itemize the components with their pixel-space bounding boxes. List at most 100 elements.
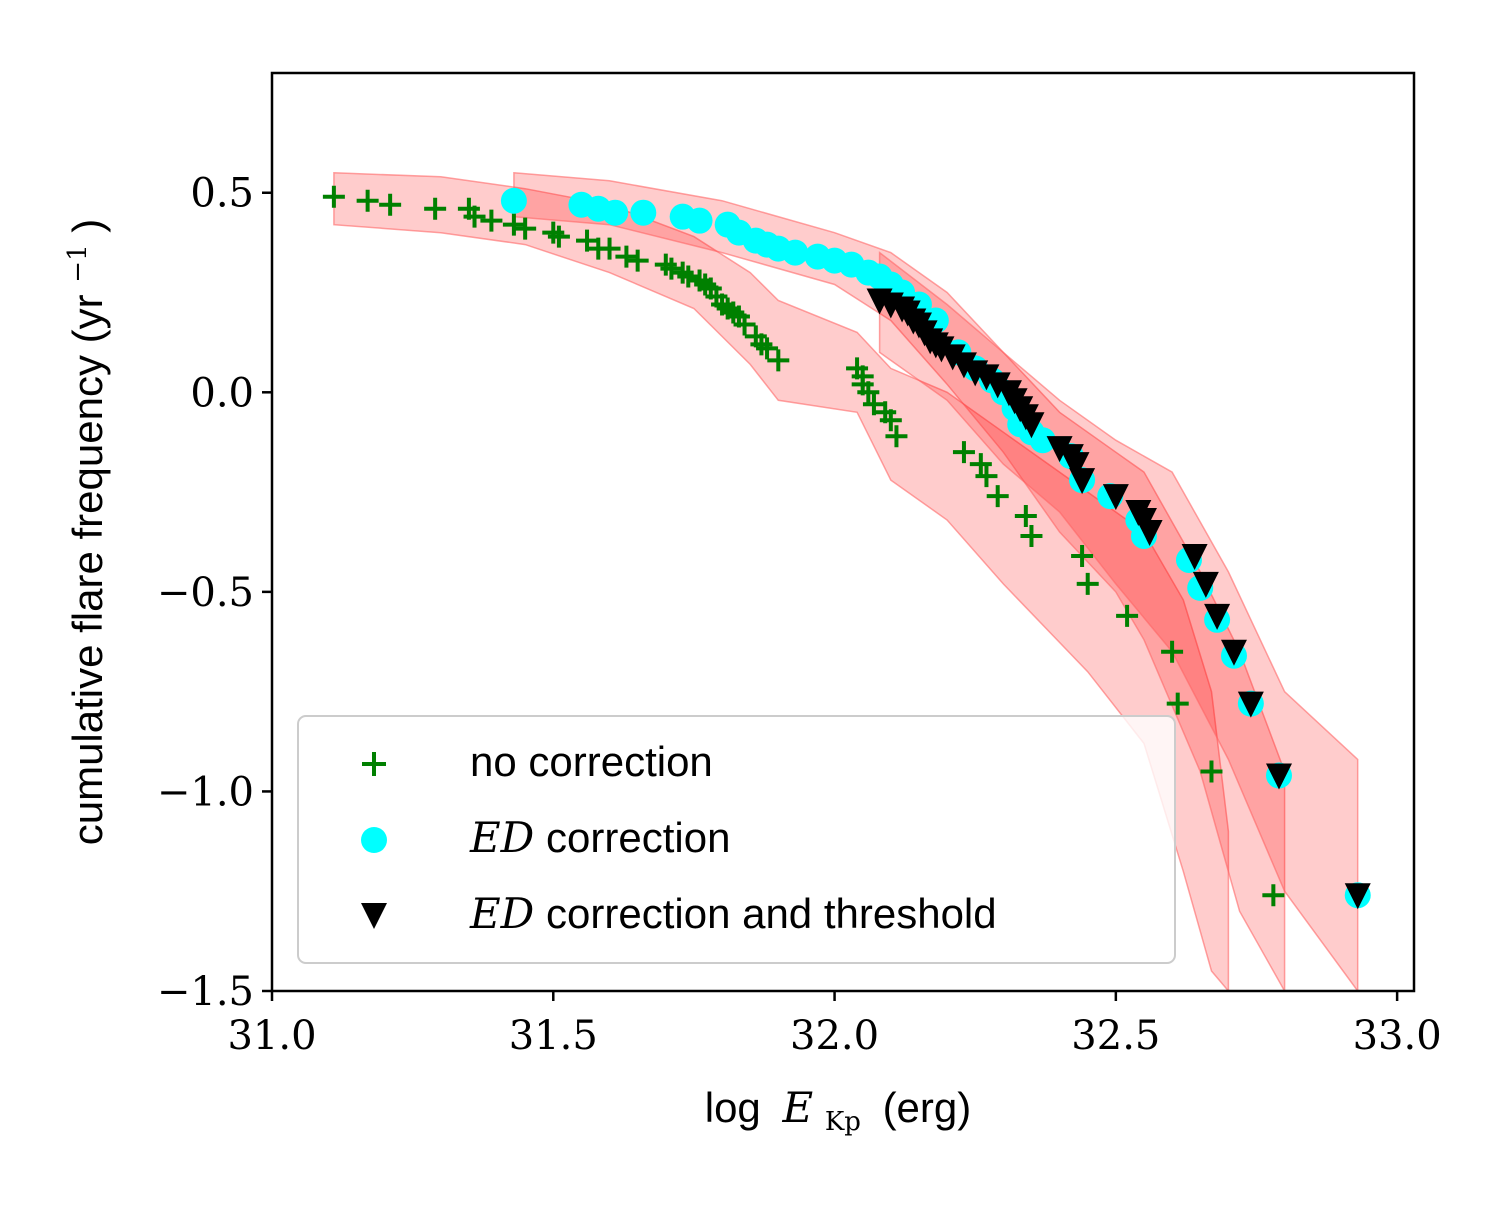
legend-text-ed-threshold: correction and threshold — [546, 890, 997, 937]
point-ed-threshold — [1204, 603, 1231, 630]
y-axis-label-close: ) — [64, 219, 111, 233]
legend-math-ed: ED — [469, 813, 534, 862]
x-axis-label: log E Kp (erg) — [705, 1083, 972, 1139]
y-tick-label: −1.0 — [157, 769, 254, 815]
point-ed-threshold — [1237, 691, 1264, 718]
point-ed-correction — [782, 239, 809, 266]
data-points — [322, 185, 1371, 910]
point-no-correction — [356, 189, 379, 212]
legend-label-ed-threshold: ED correction and threshold — [469, 889, 997, 938]
point-ed-correction — [602, 199, 629, 226]
y-axis-label-superscript: −1 — [63, 244, 93, 282]
legend-text-ed-correction: correction — [546, 814, 730, 861]
point-no-correction — [1116, 604, 1139, 627]
y-tick-label: 0.5 — [190, 171, 254, 217]
legend-label-no-correction: no correction — [470, 738, 713, 785]
point-no-correction — [756, 337, 779, 360]
x-axis-label-prefix: log — [705, 1084, 761, 1131]
point-ed-threshold — [939, 344, 966, 371]
point-ed-threshold — [973, 364, 1000, 391]
point-no-correction — [480, 209, 503, 232]
x-tick-label: 32.0 — [790, 1013, 879, 1059]
y-tick-label: −0.5 — [157, 570, 254, 616]
point-ed-threshold — [984, 372, 1011, 399]
point-no-correction — [969, 453, 992, 476]
legend-math-ed-threshold: ED — [469, 889, 534, 938]
legend: no correction ED correction ED correctio… — [297, 715, 1176, 964]
point-no-correction — [885, 425, 908, 448]
point-no-correction — [615, 245, 638, 268]
confidence-bands — [333, 171, 1359, 991]
point-no-correction — [502, 213, 525, 236]
point-no-correction — [862, 393, 885, 416]
point-no-correction — [1262, 884, 1285, 907]
point-ed-threshold — [1069, 468, 1096, 495]
legend-marker-no-correction — [362, 752, 386, 776]
point-no-correction — [598, 237, 621, 260]
x-tick-label: 31.0 — [227, 1013, 316, 1059]
point-ed-correction — [500, 187, 527, 214]
point-ed-threshold — [1063, 452, 1090, 479]
point-no-correction — [1076, 572, 1099, 595]
point-no-correction — [626, 249, 649, 272]
point-no-correction — [1014, 505, 1037, 528]
x-axis-label-symbol: E — [781, 1083, 813, 1132]
point-no-correction — [547, 225, 570, 248]
x-tick-label: 33.0 — [1353, 1013, 1442, 1059]
point-no-correction — [677, 265, 700, 288]
point-no-correction — [660, 257, 683, 280]
point-no-correction — [322, 185, 345, 208]
point-ed-threshold — [1265, 763, 1292, 790]
point-ed-threshold — [928, 336, 955, 363]
point-ed-threshold — [1181, 543, 1208, 570]
point-no-correction — [1071, 544, 1094, 567]
y-tick-label: 0.0 — [190, 370, 254, 416]
point-no-correction — [975, 465, 998, 488]
series-no-correction — [322, 185, 1285, 907]
legend-label-ed-correction: ED correction — [469, 813, 730, 862]
point-ed-threshold — [1192, 571, 1219, 598]
point-ed-correction — [686, 207, 713, 234]
point-no-correction — [879, 409, 902, 432]
point-ed-threshold — [1220, 639, 1247, 666]
y-axis-label-main: cumulative flare frequency (yr — [64, 294, 111, 845]
point-no-correction — [767, 349, 790, 372]
point-no-correction — [463, 205, 486, 228]
point-no-correction — [952, 441, 975, 464]
x-axis-label-suffix: (erg) — [883, 1084, 972, 1131]
point-no-correction — [857, 381, 880, 404]
point-no-correction — [576, 229, 599, 252]
legend-marker-ed-threshold — [361, 903, 387, 929]
point-ed-threshold — [1018, 412, 1045, 439]
legend-marker-ed-correction — [361, 827, 387, 853]
point-no-correction — [1166, 692, 1189, 715]
x-tick-label: 32.5 — [1071, 1013, 1160, 1059]
axis-ticks: 31.0 31.5 32.0 32.5 33.0 0.5 0.0 −0.5 −1.0 −1.5 — [157, 171, 1442, 1059]
point-ed-threshold — [1102, 484, 1129, 511]
point-ed-threshold — [1046, 436, 1073, 463]
point-ed-correction — [1029, 427, 1056, 454]
point-no-correction — [733, 313, 756, 336]
point-no-correction — [514, 217, 537, 240]
x-tick-label: 31.5 — [509, 1013, 598, 1059]
point-ed-correction — [630, 199, 657, 226]
point-ed-threshold — [950, 352, 977, 379]
point-ed-threshold — [1136, 520, 1163, 546]
y-axis-label: cumulative flare frequency (yr −1 ) — [48, 219, 111, 846]
legend-box — [297, 715, 1176, 964]
ed-correction-band — [513, 171, 1286, 991]
point-no-correction — [424, 197, 447, 220]
series-ed-threshold — [866, 288, 1371, 910]
point-no-correction — [1200, 760, 1223, 783]
point-no-correction — [1020, 524, 1043, 547]
point-no-correction — [1161, 640, 1184, 663]
plot-frame — [270, 71, 1416, 993]
y-tick-label: −1.5 — [157, 969, 254, 1015]
x-axis-label-subscript: Kp — [825, 1107, 861, 1137]
point-no-correction — [379, 193, 402, 216]
ed-threshold-band — [878, 251, 1359, 991]
point-ed-threshold — [1344, 883, 1371, 910]
no-correction-band — [333, 172, 1230, 991]
